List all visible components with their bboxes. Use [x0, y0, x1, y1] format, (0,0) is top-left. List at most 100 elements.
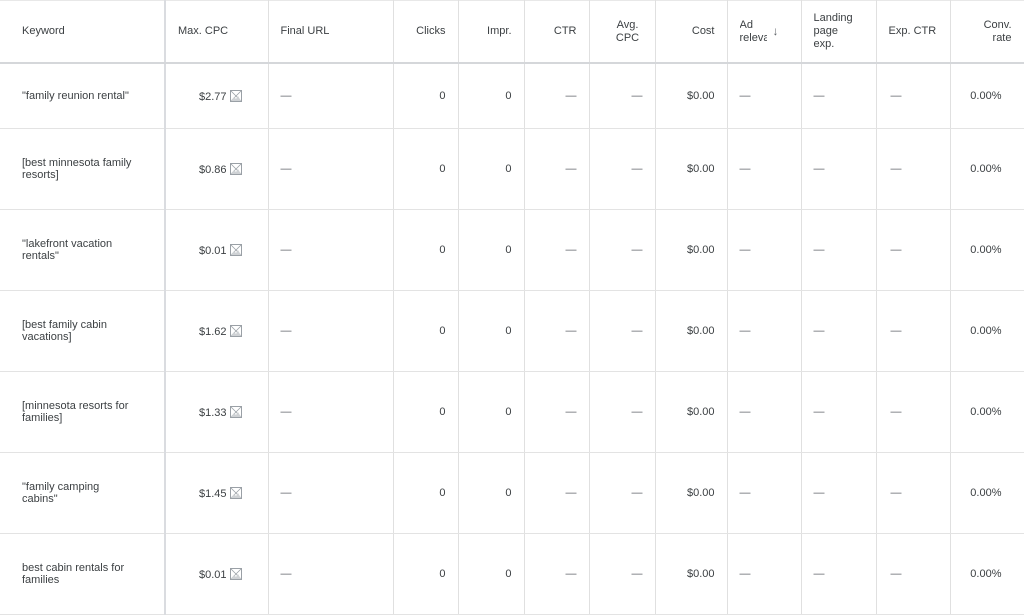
header-impr[interactable]: Impr.: [458, 0, 525, 64]
cost-cell: $0.00: [655, 290, 728, 372]
final-url-cell: —: [268, 209, 394, 291]
clicks-cell: 0: [393, 209, 459, 291]
exp-ctr-cell: —: [876, 63, 951, 129]
max-cpc-cell[interactable]: $1.45: [165, 452, 269, 534]
ad-relevance-cell: —: [727, 371, 802, 453]
header-clicks[interactable]: Clicks: [393, 0, 459, 64]
header-avg-cpc[interactable]: Avg. CPC: [589, 0, 656, 64]
cost-cell: $0.00: [655, 209, 728, 291]
table-row: "family camping cabins" $1.45 — 0 0 — — …: [0, 452, 1024, 534]
max-cpc-cell[interactable]: $1.33: [165, 371, 269, 453]
ctr-cell: —: [524, 452, 590, 534]
clicks-cell: 0: [393, 533, 459, 615]
ctr-cell: —: [524, 533, 590, 615]
conv-rate-cell: 0.00%: [950, 533, 1024, 615]
table-row: "family reunion rental" $2.77 — 0 0 — — …: [0, 63, 1024, 129]
conv-rate-cell: 0.00%: [950, 452, 1024, 534]
conv-rate-cell: 0.00%: [950, 128, 1024, 210]
landing-page-exp-cell: —: [801, 128, 877, 210]
max-cpc-cell[interactable]: $0.01: [165, 533, 269, 615]
keyword-cell[interactable]: "family reunion rental": [0, 63, 166, 129]
keyword-text: "lakefront vacation rentals": [22, 238, 113, 262]
keyword-cell[interactable]: [best family cabin vacations]: [0, 290, 166, 372]
header-keyword[interactable]: Keyword: [0, 0, 166, 64]
clicks-cell: 0: [393, 452, 459, 534]
image-disapproved-icon: [229, 405, 242, 418]
impr-cell: 0: [458, 533, 525, 615]
ctr-cell: —: [524, 63, 590, 129]
landing-page-exp-cell: —: [801, 290, 877, 372]
header-ctr[interactable]: CTR: [524, 0, 590, 64]
max-cpc-value: $2.77: [198, 90, 227, 103]
ad-relevance-cell: —: [727, 533, 802, 615]
max-cpc-cell[interactable]: $0.86: [165, 128, 269, 210]
header-landing-page-exp[interactable]: Landing page exp.: [801, 0, 877, 64]
header-row: Keyword Max. CPC Final URL Clicks Impr. …: [0, 0, 1024, 64]
avg-cpc-cell: —: [589, 371, 656, 453]
image-disapproved-icon: [229, 324, 242, 337]
keyword-cell[interactable]: [best minnesota family resorts]: [0, 128, 166, 210]
max-cpc-value: $1.33: [198, 406, 227, 419]
header-avg-cpc-label: Avg. CPC: [615, 18, 640, 44]
impr-cell: 0: [458, 209, 525, 291]
table-row: "lakefront vacation rentals" $0.01 — 0 0…: [0, 209, 1024, 291]
clicks-cell: 0: [393, 63, 459, 129]
keyword-text: [best minnesota family resorts]: [22, 157, 132, 181]
keyword-cell[interactable]: [minnesota resorts for families]: [0, 371, 166, 453]
keyword-cell[interactable]: "family camping cabins": [0, 452, 166, 534]
exp-ctr-cell: —: [876, 452, 951, 534]
keyword-text: [minnesota resorts for families]: [22, 400, 129, 424]
header-exp-ctr[interactable]: Exp. CTR: [876, 0, 951, 64]
max-cpc-value: $1.45: [198, 487, 227, 500]
keyword-cell[interactable]: "lakefront vacation rentals": [0, 209, 166, 291]
final-url-cell: —: [268, 128, 394, 210]
final-url-cell: —: [268, 63, 394, 129]
clicks-cell: 0: [393, 128, 459, 210]
header-final-url[interactable]: Final URL: [268, 0, 394, 64]
header-ad-relevance-label: Ad relevance: [739, 18, 767, 44]
exp-ctr-cell: —: [876, 209, 951, 291]
cost-cell: $0.00: [655, 533, 728, 615]
avg-cpc-cell: —: [589, 128, 656, 210]
keyword-cell[interactable]: best cabin rentals for families: [0, 533, 166, 615]
final-url-cell: —: [268, 533, 394, 615]
max-cpc-cell[interactable]: $0.01: [165, 209, 269, 291]
header-conv-rate-label: Conv. rate: [983, 18, 1012, 44]
arrow-down-icon[interactable]: ↓: [772, 24, 779, 38]
ad-relevance-cell: —: [727, 452, 802, 534]
exp-ctr-cell: —: [876, 533, 951, 615]
image-disapproved-icon: [229, 89, 242, 102]
ctr-cell: —: [524, 128, 590, 210]
avg-cpc-cell: —: [589, 452, 656, 534]
header-ad-relevance[interactable]: Ad relevance ↓: [727, 0, 802, 64]
landing-page-exp-cell: —: [801, 63, 877, 129]
max-cpc-value: $0.01: [198, 568, 227, 581]
ad-relevance-cell: —: [727, 128, 802, 210]
cost-cell: $0.00: [655, 452, 728, 534]
max-cpc-cell[interactable]: $2.77: [165, 63, 269, 129]
conv-rate-cell: 0.00%: [950, 209, 1024, 291]
landing-page-exp-cell: —: [801, 452, 877, 534]
conv-rate-cell: 0.00%: [950, 371, 1024, 453]
avg-cpc-cell: —: [589, 533, 656, 615]
header-max-cpc[interactable]: Max. CPC: [165, 0, 269, 64]
impr-cell: 0: [458, 128, 525, 210]
keyword-text: "family camping cabins": [22, 481, 100, 505]
table-row: [minnesota resorts for families] $1.33 —…: [0, 371, 1024, 453]
keyword-text: best cabin rentals for families: [22, 562, 125, 586]
header-cost[interactable]: Cost: [655, 0, 728, 64]
max-cpc-cell[interactable]: $1.62: [165, 290, 269, 372]
avg-cpc-cell: —: [589, 290, 656, 372]
cost-cell: $0.00: [655, 63, 728, 129]
keyword-text: [best family cabin vacations]: [22, 319, 107, 343]
ctr-cell: —: [524, 371, 590, 453]
exp-ctr-cell: —: [876, 128, 951, 210]
conv-rate-cell: 0.00%: [950, 290, 1024, 372]
image-disapproved-icon: [229, 567, 242, 580]
header-conv-rate[interactable]: Conv. rate: [950, 0, 1024, 64]
landing-page-exp-cell: —: [801, 533, 877, 615]
impr-cell: 0: [458, 63, 525, 129]
image-disapproved-icon: [229, 486, 242, 499]
ad-relevance-cell: —: [727, 290, 802, 372]
